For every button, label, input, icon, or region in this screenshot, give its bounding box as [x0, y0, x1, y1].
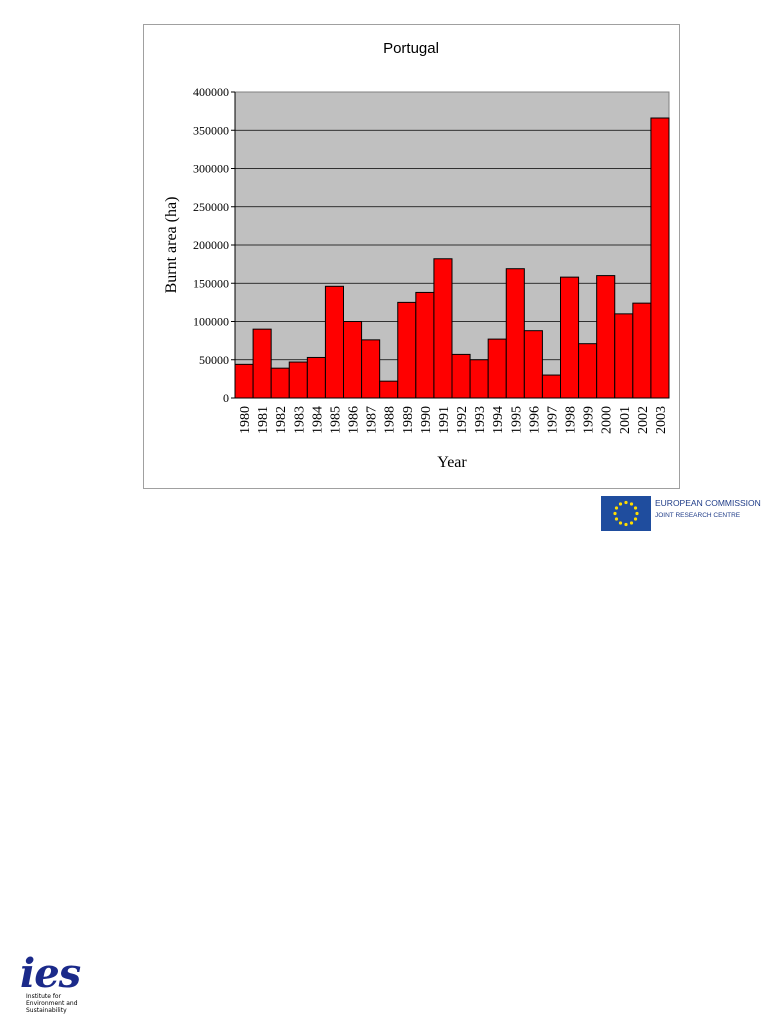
x-tick-label: 1986 — [347, 406, 362, 434]
eu-star — [613, 511, 617, 516]
x-tick-label: 1998 — [564, 406, 579, 434]
bar-1996 — [523, 330, 543, 399]
bar-1992 — [451, 353, 471, 399]
bar-2002 — [632, 302, 652, 399]
bar-1991 — [433, 258, 453, 399]
bar-2001 — [614, 313, 634, 399]
x-tick-label: 1990 — [419, 406, 434, 434]
bars — [234, 117, 670, 399]
y-tick-label: 200000 — [193, 238, 229, 252]
bar-2003 — [650, 117, 670, 399]
x-tick-label: 1981 — [256, 406, 271, 434]
ec-jrc-logo: EUROPEAN COMMISSION JOINT RESEARCH CENTR… — [601, 496, 769, 532]
x-tick-label: 1991 — [437, 406, 452, 434]
x-tick-label: 1985 — [328, 406, 343, 434]
y-axis-ticks: 0 50000 100000 150000 200000 250000 300000 3500… — [193, 85, 236, 405]
bar-1990 — [415, 291, 435, 399]
x-tick-label: 1996 — [527, 406, 542, 434]
y-tick-label: 350000 — [193, 123, 229, 137]
y-tick-label: 400000 — [193, 85, 229, 99]
eu-star — [624, 500, 628, 505]
eu-flag-icon — [601, 496, 651, 531]
ies-caption-line: Environment and — [26, 1000, 78, 1007]
bar-1987 — [361, 339, 381, 399]
ies-caption-line: Institute for — [26, 993, 62, 1000]
x-tick-label: 1980 — [238, 406, 253, 434]
eu-star — [618, 502, 623, 506]
bar-1983 — [288, 361, 308, 399]
ec-logo-line2: JOINT RESEARCH CENTRE — [655, 512, 741, 519]
y-tick-label: 150000 — [193, 276, 229, 290]
y-tick-label: 300000 — [193, 162, 229, 176]
ec-logo-line1: EUROPEAN COMMISSION — [655, 498, 761, 508]
bar-1998 — [560, 276, 580, 399]
chart-frame: Portugal 0 50000 100000 150000 200000 250000 3… — [143, 24, 680, 489]
bar-2000 — [596, 275, 616, 399]
x-tick-label: 2000 — [600, 406, 615, 434]
eu-star — [629, 521, 634, 525]
eu-star — [635, 511, 639, 516]
eu-star — [629, 502, 634, 506]
x-tick-label: 1984 — [310, 406, 325, 434]
y-axis-title: Burnt area (ha) — [163, 197, 180, 294]
x-tick-label: 1993 — [473, 406, 488, 434]
eu-star — [618, 521, 623, 525]
x-tick-label: 1983 — [292, 406, 307, 434]
x-tick-label: 1997 — [545, 406, 560, 434]
bar-1985 — [324, 285, 345, 399]
eu-star — [614, 506, 619, 510]
x-tick-label: 1994 — [491, 406, 506, 434]
bar-1997 — [541, 374, 561, 399]
x-axis-title: Year — [437, 454, 467, 471]
bar-1999 — [578, 343, 598, 399]
x-tick-label: 1987 — [365, 406, 380, 434]
x-tick-label: 2002 — [636, 406, 651, 434]
eu-star — [633, 506, 638, 510]
chart-title: Portugal — [383, 40, 439, 57]
x-tick-label: 1989 — [401, 406, 416, 434]
x-tick-label: 1982 — [274, 406, 289, 434]
eu-star — [633, 517, 638, 521]
y-tick-label: 100000 — [193, 315, 229, 329]
bar-1994 — [487, 338, 507, 399]
bar-1995 — [505, 268, 525, 399]
bar-1980 — [234, 363, 254, 399]
bar-1981 — [252, 328, 272, 399]
y-tick-label: 50000 — [199, 353, 229, 367]
ies-caption-line: Sustainability — [26, 1007, 67, 1014]
bar-1993 — [469, 359, 489, 399]
y-tick-label: 0 — [223, 391, 229, 405]
x-tick-label: 1992 — [455, 406, 470, 434]
eu-star — [614, 517, 619, 521]
x-tick-label: 1988 — [383, 406, 398, 434]
bar-1984 — [306, 356, 326, 399]
x-axis-ticks: 1980 1981 1982 1983 1984 1985 1986 1987 1988 1989… — [235, 397, 669, 434]
y-tick-label: 250000 — [193, 200, 229, 214]
bar-1982 — [270, 367, 290, 399]
burnt-area-chart: Portugal 0 50000 100000 150000 200000 250000 3… — [163, 40, 670, 471]
ies-logo: ies Institute for Environment and Sustai… — [10, 478, 85, 1014]
bar-1989 — [397, 301, 417, 399]
ies-logo-word: ies — [20, 950, 81, 997]
bar-1988 — [379, 380, 399, 399]
x-tick-label: 2001 — [618, 406, 633, 434]
x-tick-label: 2003 — [654, 406, 669, 434]
ies-logo-caption: Institute for Environment and Sustainabi… — [26, 993, 96, 1014]
x-tick-label: 1999 — [582, 406, 597, 434]
x-tick-label: 1995 — [509, 406, 524, 434]
eu-star — [624, 522, 628, 527]
bar-1986 — [343, 321, 363, 399]
